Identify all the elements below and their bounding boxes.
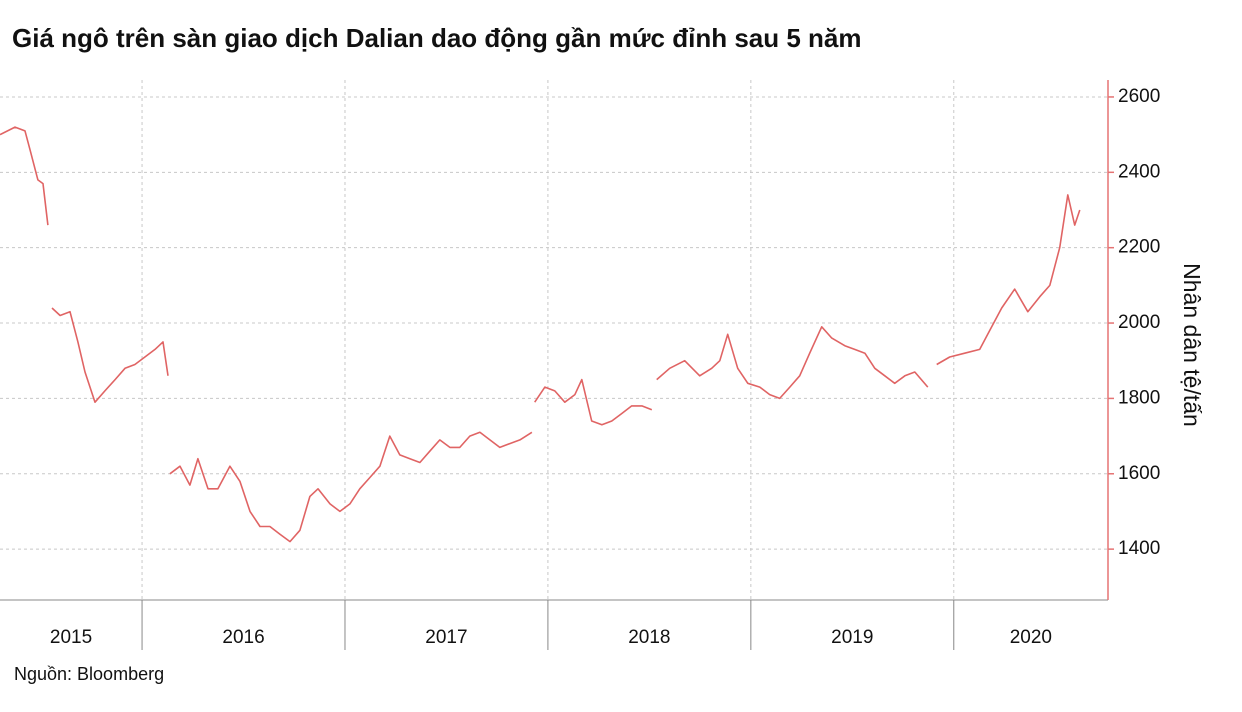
y-tick-label: 2000 bbox=[1118, 312, 1160, 333]
x-tick-label: 2018 bbox=[628, 627, 670, 648]
y-tick-label: 2200 bbox=[1118, 237, 1160, 258]
x-tick-label: 2020 bbox=[1010, 627, 1052, 648]
x-tick-label: 2017 bbox=[425, 627, 467, 648]
x-tick-label: 2015 bbox=[50, 627, 92, 648]
y-tick-label: 1600 bbox=[1118, 463, 1160, 484]
y-axis-title: Nhân dân tệ/tấn bbox=[1179, 263, 1205, 427]
data-line bbox=[0, 126, 1081, 543]
chart-title: Giá ngô trên sàn giao dịch Dalian dao độ… bbox=[12, 23, 862, 53]
source: Nguồn: Bloomberg bbox=[14, 664, 164, 684]
x-tick-label: 2019 bbox=[831, 627, 873, 648]
x-tick-label: 2016 bbox=[222, 627, 264, 648]
y-tick-label: 1800 bbox=[1118, 387, 1160, 408]
y-tick-label: 2400 bbox=[1118, 161, 1160, 182]
y-tick-label: 1400 bbox=[1118, 538, 1160, 559]
y-tick-label: 2600 bbox=[1118, 86, 1160, 107]
